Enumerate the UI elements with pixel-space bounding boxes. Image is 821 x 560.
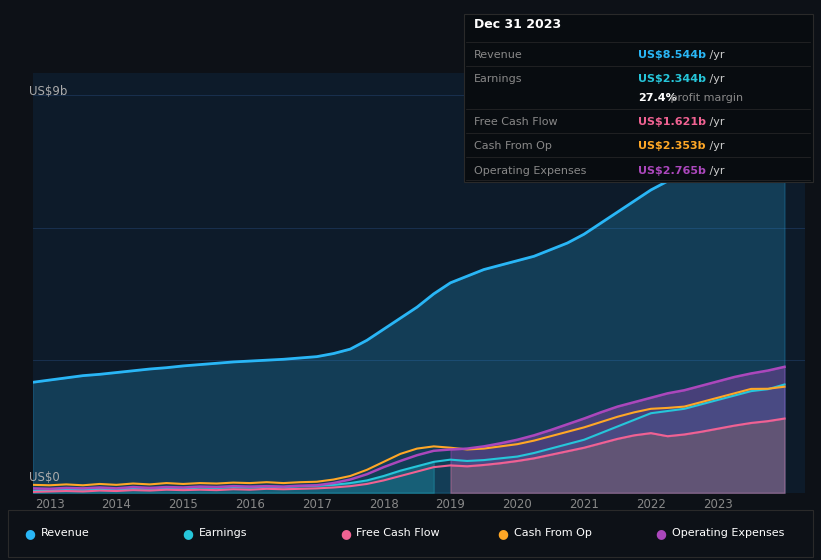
Text: US$0: US$0	[29, 472, 60, 484]
Text: ●: ●	[498, 526, 508, 540]
Text: /yr: /yr	[705, 166, 724, 175]
Text: Revenue: Revenue	[474, 50, 522, 60]
Text: ●: ●	[655, 526, 666, 540]
Text: US$1.621b: US$1.621b	[639, 118, 706, 127]
Text: Free Cash Flow: Free Cash Flow	[356, 528, 440, 538]
Text: profit margin: profit margin	[667, 94, 743, 103]
Text: Operating Expenses: Operating Expenses	[672, 528, 784, 538]
Text: US$9b: US$9b	[29, 86, 67, 99]
Text: US$2.353b: US$2.353b	[639, 142, 706, 151]
Text: ●: ●	[182, 526, 193, 540]
Text: /yr: /yr	[705, 142, 724, 151]
Text: /yr: /yr	[705, 50, 724, 60]
Text: Cash From Op: Cash From Op	[474, 142, 552, 151]
Text: Free Cash Flow: Free Cash Flow	[474, 118, 557, 127]
Text: US$2.344b: US$2.344b	[639, 74, 706, 84]
Text: ●: ●	[25, 526, 35, 540]
Text: Earnings: Earnings	[199, 528, 247, 538]
Text: US$8.544b: US$8.544b	[639, 50, 706, 60]
Text: Dec 31 2023: Dec 31 2023	[474, 17, 561, 31]
Text: Earnings: Earnings	[474, 74, 522, 84]
Text: /yr: /yr	[705, 118, 724, 127]
Text: Revenue: Revenue	[41, 528, 89, 538]
Text: ●: ●	[340, 526, 351, 540]
Text: /yr: /yr	[705, 74, 724, 84]
Text: Operating Expenses: Operating Expenses	[474, 166, 586, 175]
Text: US$2.765b: US$2.765b	[639, 166, 706, 175]
Text: 27.4%: 27.4%	[639, 94, 677, 103]
Text: Cash From Op: Cash From Op	[514, 528, 592, 538]
